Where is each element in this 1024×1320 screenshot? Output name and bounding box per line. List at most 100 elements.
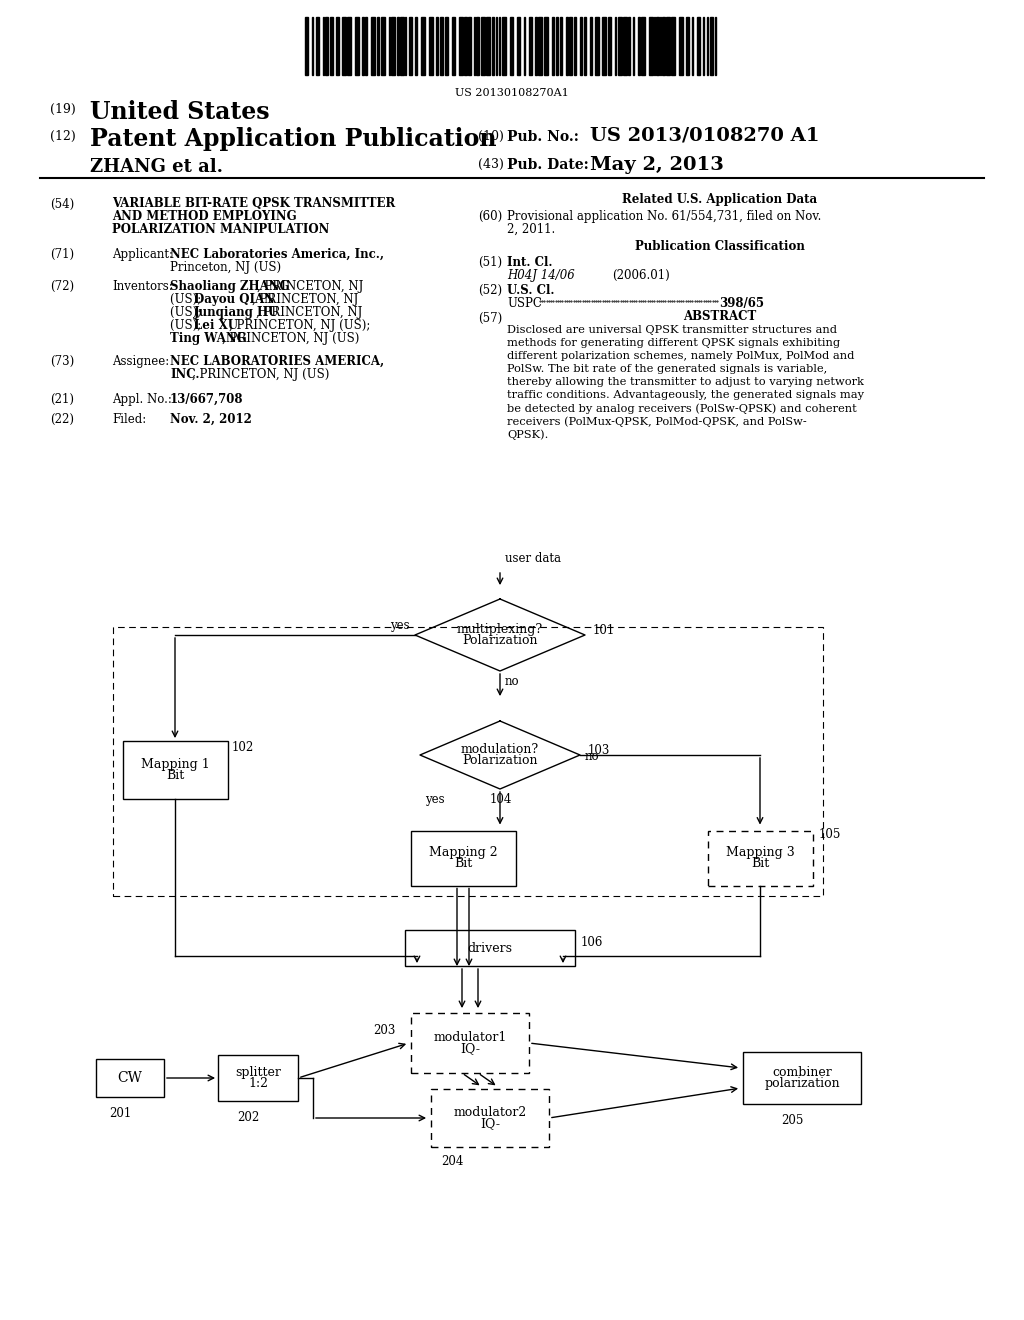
Bar [411,830,515,886]
Bar [464,17,467,75]
Bar [468,17,471,75]
Text: (2006.01): (2006.01) [612,269,670,282]
Text: VARIABLE BIT-RATE QPSK TRANSMITTER: VARIABLE BIT-RATE QPSK TRANSMITTER [112,197,395,210]
Bar [391,17,395,75]
Text: 202: 202 [237,1111,259,1125]
Text: splitter: splitter [236,1065,281,1078]
Text: Assignee:: Assignee: [112,355,169,368]
Text: (72): (72) [50,280,74,293]
Text: (60): (60) [478,210,502,223]
Text: (52): (52) [478,284,502,297]
Text: POLARIZATION MANIPULATION: POLARIZATION MANIPULATION [112,223,330,236]
Bar [574,17,575,75]
Text: modulator1: modulator1 [433,1031,507,1044]
Text: Lei XU: Lei XU [194,319,238,333]
Text: CW: CW [118,1071,142,1085]
Bar [218,1055,298,1101]
Bar [584,17,586,75]
Text: different polarization schemes, namely PolMux, PolMod and: different polarization schemes, namely P… [507,351,854,360]
Text: Mapping 1: Mapping 1 [140,758,209,771]
Text: (22): (22) [50,413,74,426]
Bar [452,17,455,75]
Bar [580,17,582,75]
Bar [381,17,385,75]
Bar [623,17,627,75]
Bar [371,17,375,75]
Text: (43): (43) [478,158,504,172]
Bar [429,17,433,75]
Text: Dayou QIAN: Dayou QIAN [194,293,274,306]
Text: yes: yes [390,619,410,631]
Text: Applicant:: Applicant: [112,248,173,261]
Bar [355,17,359,75]
Text: US 2013/0108270 A1: US 2013/0108270 A1 [590,127,819,145]
Text: , PRINCETON, NJ: , PRINCETON, NJ [256,306,362,319]
Text: (10): (10) [478,129,504,143]
Bar [411,1012,529,1073]
Text: Int. Cl.: Int. Cl. [507,256,553,269]
Text: no: no [505,675,519,688]
Text: ZHANG et al.: ZHANG et al. [90,158,223,176]
Bar [305,17,308,75]
Text: Filed:: Filed: [112,413,146,426]
Text: U.S. Cl.: U.S. Cl. [507,284,555,297]
Bar [415,17,417,75]
Text: Bit: Bit [166,770,184,783]
Bar [406,931,575,966]
Bar [538,17,542,75]
Bar [535,17,537,75]
Bar [638,17,640,75]
Bar [710,17,713,75]
Text: (US);: (US); [170,306,205,319]
Text: 398/65: 398/65 [719,297,764,310]
Bar [544,17,548,75]
Text: modulation?: modulation? [461,743,539,755]
Text: , PRINCETON, NJ (US): , PRINCETON, NJ (US) [193,368,330,381]
Text: US 20130108270A1: US 20130108270A1 [455,88,569,98]
Text: receivers (PolMux-QPSK, PolMod-QPSK, and PolSw-: receivers (PolMux-QPSK, PolMod-QPSK, and… [507,416,807,426]
Bar [502,17,506,75]
Bar [628,17,630,75]
Text: (21): (21) [50,393,74,407]
Text: 106: 106 [581,936,603,949]
Bar [123,741,227,799]
Bar [347,17,351,75]
Text: H04J 14/06: H04J 14/06 [507,269,574,282]
Text: Bit: Bit [454,858,472,870]
Text: , PRINCETON, NJ (US);: , PRINCETON, NJ (US); [229,319,371,333]
Text: USPC: USPC [507,297,542,310]
Text: 1:2: 1:2 [248,1077,268,1090]
Bar [618,17,622,75]
Bar [656,17,659,75]
Text: Shaoliang ZHANG: Shaoliang ZHANG [170,280,290,293]
Text: Related U.S. Application Data: Related U.S. Application Data [623,193,817,206]
Text: IQ-: IQ- [460,1043,480,1056]
Text: traffic conditions. Advantageously, the generated signals may: traffic conditions. Advantageously, the … [507,389,864,400]
Text: , PRINCETON, NJ: , PRINCETON, NJ [257,280,364,293]
Bar [708,830,812,886]
Bar [336,17,339,75]
Text: Patent Application Publication: Patent Application Publication [90,127,497,150]
Text: methods for generating different QPSK signals exhibiting: methods for generating different QPSK si… [507,338,840,348]
Text: yes: yes [425,793,444,807]
Text: drivers: drivers [468,941,512,954]
Bar [671,17,675,75]
Bar [608,17,611,75]
Bar [365,17,367,75]
Text: thereby allowing the transmitter to adjust to varying network: thereby allowing the transmitter to adju… [507,378,864,387]
Bar [595,17,599,75]
Text: Provisional application No. 61/554,731, filed on Nov.: Provisional application No. 61/554,731, … [507,210,821,223]
Bar [492,17,494,75]
Bar [743,1052,861,1104]
Bar [679,17,683,75]
Bar [481,17,485,75]
Text: United States: United States [90,100,269,124]
Bar [113,627,822,895]
Bar [476,17,479,75]
Text: May 2, 2013: May 2, 2013 [590,156,724,174]
Bar [421,17,425,75]
Bar [552,17,554,75]
Text: AND METHOD EMPLOYING: AND METHOD EMPLOYING [112,210,297,223]
Text: 102: 102 [231,741,254,754]
Text: combiner: combiner [772,1065,831,1078]
